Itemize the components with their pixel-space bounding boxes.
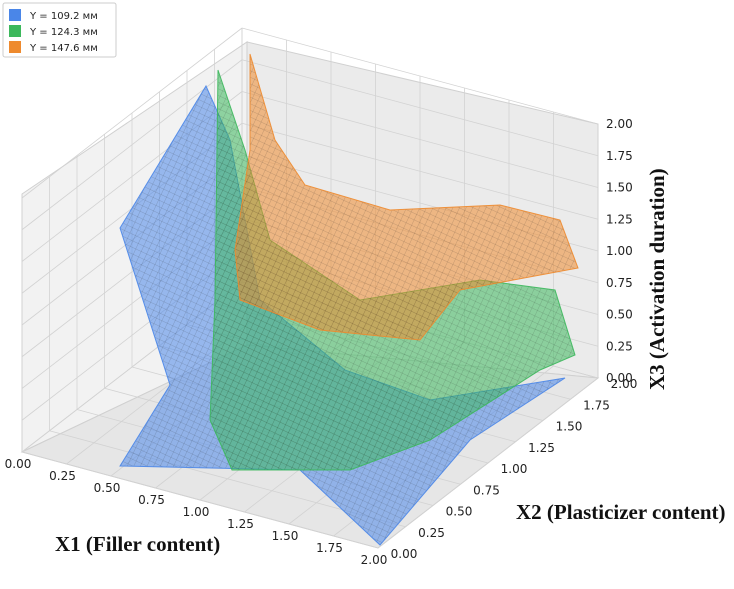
legend-swatch-3 — [9, 41, 21, 53]
x3-tick-label: 2.00 — [606, 117, 633, 131]
x2-tick-label: 0.75 — [473, 483, 500, 497]
x3-tick-label: 0.25 — [606, 339, 633, 353]
x1-tick-label: 0.25 — [49, 469, 76, 483]
surface-series-3 — [234, 53, 579, 341]
x2-tick-label: 0.25 — [418, 526, 445, 540]
legend-label-2: Y = 124.3 мм — [29, 27, 98, 38]
legend-swatch-2 — [9, 25, 21, 37]
x2-tick-label: 0.00 — [391, 547, 418, 561]
tick-labels: 0.000.000.000.250.250.250.500.500.500.75… — [5, 117, 638, 567]
x1-tick-label: 1.50 — [272, 529, 299, 543]
x1-tick-label: 1.25 — [227, 517, 254, 531]
x2-tick-label: 1.25 — [528, 441, 555, 455]
legend-box — [2, 2, 117, 58]
x1-tick-label: 1.00 — [183, 505, 210, 519]
legend-swatch-1 — [9, 9, 21, 21]
x3-tick-label: 1.75 — [606, 149, 633, 163]
grid-line — [241, 59, 599, 157]
x2-tick-label: 2.00 — [611, 377, 638, 391]
legend: Y = 109.2 мм Y = 124.3 мм Y = 147.6 мм — [2, 2, 117, 58]
x1-tick-label: 0.00 — [5, 457, 32, 471]
legend-label-1: Y = 109.2 мм — [29, 11, 98, 22]
x2-tick-label: 1.00 — [501, 462, 528, 476]
x3-tick-label: 0.00 — [606, 371, 633, 385]
x2-axis-label: X2 (Plasticizer content) — [516, 500, 726, 524]
x2-tick-label: 1.50 — [556, 420, 583, 434]
x1-tick-label: 2.00 — [361, 553, 388, 567]
x3-tick-label: 1.00 — [606, 244, 633, 258]
grid-line — [21, 27, 243, 199]
x3-axis-label: X3 (Activation duration) — [645, 168, 669, 390]
grid-line — [241, 27, 599, 125]
grid-line — [241, 91, 599, 188]
x1-tick-label: 1.75 — [316, 541, 343, 555]
x1-axis-label: X1 (Filler content) — [55, 532, 220, 556]
x3-tick-label: 1.25 — [606, 212, 633, 226]
x1-tick-label: 0.50 — [94, 481, 121, 495]
response-surfaces — [119, 53, 579, 546]
x1-tick-label: 0.75 — [138, 493, 165, 507]
x2-tick-label: 0.50 — [446, 505, 473, 519]
x3-tick-label: 1.50 — [606, 181, 633, 195]
x2-tick-label: 1.75 — [583, 398, 610, 412]
grid-line — [241, 122, 599, 220]
legend-label-3: Y = 147.6 мм — [29, 43, 98, 54]
x3-tick-label: 0.75 — [606, 276, 633, 290]
x3-tick-label: 0.50 — [606, 308, 633, 322]
